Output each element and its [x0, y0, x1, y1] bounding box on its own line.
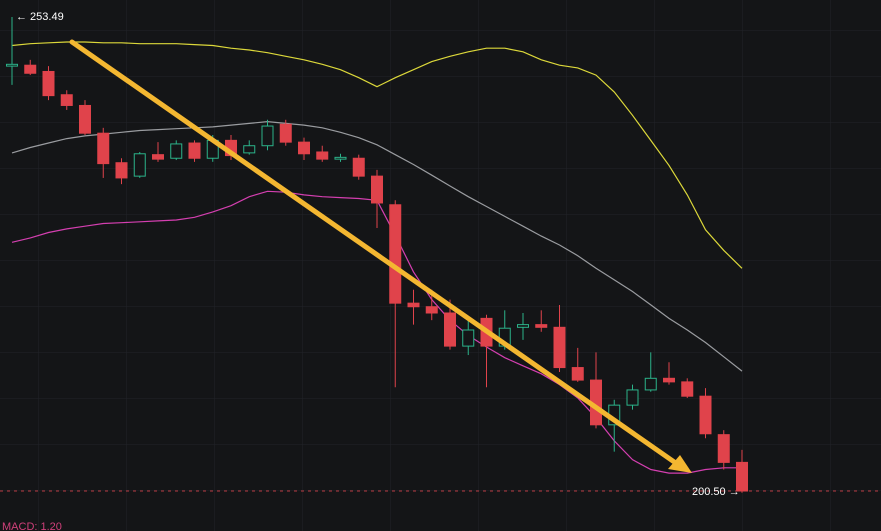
candle-body — [644, 377, 657, 391]
candle-body — [133, 153, 146, 177]
candle-body — [6, 63, 18, 67]
candle-body — [188, 142, 201, 159]
candle-body — [371, 175, 383, 204]
candle-body — [425, 306, 438, 314]
band-line — [11, 41, 743, 269]
candle-body — [553, 326, 566, 369]
candles — [6, 16, 748, 493]
candle-body — [279, 123, 292, 143]
candle-body — [663, 377, 675, 383]
price-label: 200.50 → — [692, 486, 740, 498]
candle-body — [24, 64, 37, 74]
candle-body — [97, 132, 110, 165]
candle-body — [42, 70, 55, 97]
trend-arrow-head — [668, 455, 692, 473]
candle-body — [243, 145, 256, 154]
candle-body — [717, 434, 730, 463]
candle-body — [261, 125, 274, 147]
candle-body — [407, 302, 420, 308]
candle-body — [334, 156, 347, 160]
candle-body — [681, 381, 694, 397]
candle-body — [152, 154, 164, 160]
candle-body — [79, 104, 91, 134]
candle-body — [298, 141, 310, 155]
candle-body — [352, 157, 365, 177]
candle-body — [444, 312, 456, 347]
price-label: ← 253.49 — [16, 11, 64, 23]
indicator-label: MACD: 1.20 — [2, 521, 62, 531]
candle-body — [699, 395, 712, 435]
candle-body — [626, 389, 639, 406]
candle-body — [389, 204, 402, 304]
candle-body — [115, 162, 128, 179]
candle-body — [571, 367, 584, 381]
trend-arrow — [69, 39, 683, 469]
candle-body — [316, 151, 329, 160]
candle-body — [462, 329, 475, 347]
candle-body — [517, 324, 529, 328]
candle-body — [60, 94, 73, 106]
candle-body — [170, 143, 183, 159]
candle-body — [535, 324, 548, 328]
band-line — [11, 120, 743, 372]
